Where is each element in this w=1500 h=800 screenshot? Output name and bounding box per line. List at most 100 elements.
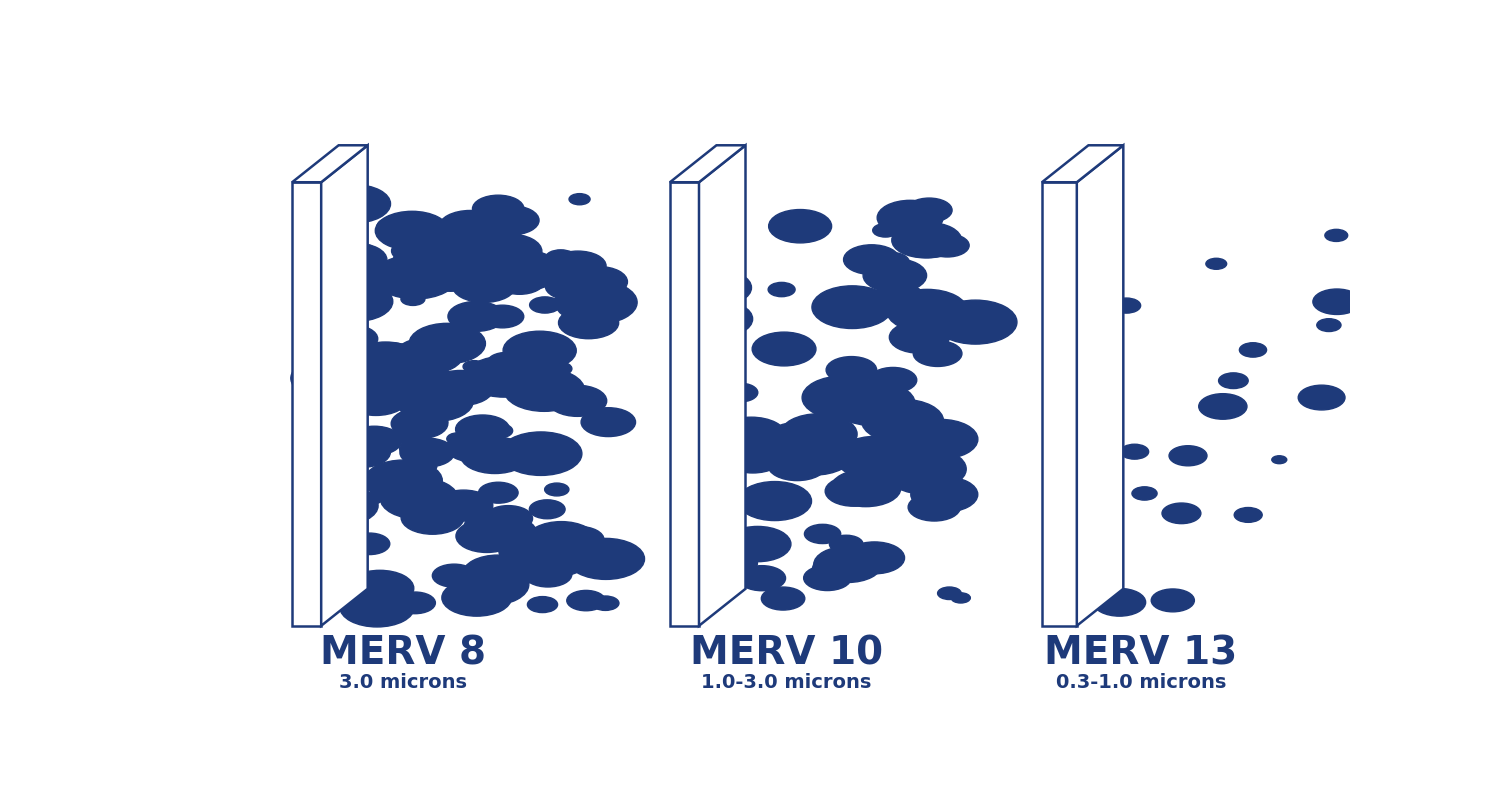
- Circle shape: [890, 322, 950, 353]
- Circle shape: [1234, 507, 1262, 522]
- Circle shape: [456, 415, 510, 443]
- Circle shape: [478, 482, 518, 503]
- Circle shape: [770, 422, 820, 450]
- Circle shape: [432, 564, 476, 587]
- Circle shape: [328, 367, 351, 379]
- Circle shape: [390, 466, 411, 477]
- Circle shape: [400, 293, 424, 306]
- Circle shape: [549, 251, 606, 281]
- Circle shape: [400, 438, 454, 467]
- Circle shape: [318, 185, 390, 223]
- Circle shape: [429, 252, 495, 287]
- Circle shape: [456, 520, 518, 553]
- Circle shape: [861, 399, 944, 442]
- Circle shape: [350, 342, 422, 379]
- Circle shape: [480, 458, 506, 471]
- Circle shape: [555, 281, 638, 324]
- Circle shape: [376, 218, 408, 234]
- Circle shape: [484, 206, 538, 235]
- Circle shape: [830, 535, 862, 553]
- Circle shape: [530, 297, 560, 313]
- Circle shape: [480, 250, 560, 291]
- Text: MERV 8: MERV 8: [320, 634, 486, 673]
- Circle shape: [812, 286, 892, 329]
- Circle shape: [381, 478, 458, 519]
- Circle shape: [374, 254, 458, 299]
- Circle shape: [332, 413, 364, 430]
- Circle shape: [326, 325, 378, 353]
- Circle shape: [906, 198, 952, 222]
- Circle shape: [538, 373, 562, 386]
- Circle shape: [942, 308, 976, 326]
- Circle shape: [362, 602, 382, 613]
- Circle shape: [908, 494, 960, 521]
- Circle shape: [344, 382, 408, 415]
- Circle shape: [768, 282, 795, 297]
- Circle shape: [392, 239, 436, 263]
- Circle shape: [1298, 385, 1346, 410]
- Circle shape: [868, 367, 916, 393]
- Polygon shape: [292, 146, 368, 182]
- Circle shape: [1120, 444, 1149, 459]
- Circle shape: [580, 408, 636, 437]
- Circle shape: [694, 546, 758, 579]
- Circle shape: [546, 362, 572, 376]
- Text: 1.0-3.0 microns: 1.0-3.0 microns: [700, 673, 871, 692]
- Circle shape: [567, 538, 645, 579]
- Circle shape: [327, 358, 393, 392]
- Circle shape: [394, 592, 435, 614]
- Circle shape: [465, 356, 543, 397]
- Circle shape: [444, 222, 504, 254]
- Circle shape: [464, 361, 486, 373]
- Circle shape: [855, 446, 924, 483]
- Circle shape: [717, 417, 786, 454]
- Circle shape: [762, 587, 806, 610]
- Circle shape: [495, 268, 544, 294]
- Circle shape: [892, 222, 958, 258]
- Circle shape: [328, 310, 357, 325]
- Circle shape: [554, 526, 604, 553]
- Circle shape: [910, 477, 978, 512]
- Circle shape: [831, 470, 902, 506]
- Polygon shape: [321, 146, 368, 626]
- Circle shape: [438, 210, 501, 244]
- Circle shape: [768, 210, 831, 243]
- Circle shape: [326, 426, 354, 441]
- Circle shape: [376, 360, 452, 400]
- Circle shape: [813, 555, 862, 582]
- Circle shape: [524, 562, 572, 587]
- Text: MERV 13: MERV 13: [1044, 634, 1238, 673]
- Circle shape: [448, 302, 504, 331]
- Circle shape: [438, 278, 464, 291]
- Circle shape: [548, 386, 606, 416]
- Circle shape: [512, 551, 554, 574]
- Circle shape: [364, 460, 442, 502]
- Circle shape: [453, 436, 486, 454]
- Circle shape: [366, 342, 416, 369]
- Circle shape: [346, 426, 402, 455]
- Circle shape: [398, 236, 478, 279]
- Polygon shape: [1077, 146, 1124, 626]
- Circle shape: [370, 356, 392, 367]
- Circle shape: [827, 357, 876, 383]
- Circle shape: [435, 490, 494, 521]
- Circle shape: [1272, 456, 1287, 464]
- Circle shape: [843, 245, 900, 274]
- Circle shape: [1150, 589, 1194, 612]
- Circle shape: [396, 478, 432, 498]
- Circle shape: [322, 379, 348, 394]
- Circle shape: [567, 590, 604, 610]
- Circle shape: [878, 200, 944, 235]
- Circle shape: [392, 409, 448, 438]
- Circle shape: [447, 433, 470, 445]
- Circle shape: [544, 483, 568, 496]
- Circle shape: [873, 252, 909, 272]
- Circle shape: [460, 238, 488, 254]
- Circle shape: [836, 436, 916, 479]
- Circle shape: [546, 250, 576, 266]
- Circle shape: [844, 542, 904, 574]
- Circle shape: [896, 222, 962, 258]
- Circle shape: [570, 266, 627, 297]
- Circle shape: [314, 242, 382, 278]
- Circle shape: [568, 194, 590, 205]
